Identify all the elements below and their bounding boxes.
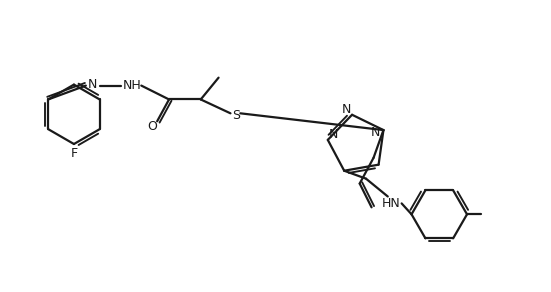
Text: N: N <box>342 103 351 116</box>
Text: HN: HN <box>381 197 400 210</box>
Text: NH: NH <box>123 79 142 92</box>
Text: O: O <box>147 120 157 133</box>
Text: F: F <box>71 147 78 160</box>
Text: S: S <box>233 109 240 122</box>
Text: N: N <box>329 128 338 141</box>
Text: N: N <box>88 78 98 91</box>
Text: N: N <box>371 126 380 138</box>
